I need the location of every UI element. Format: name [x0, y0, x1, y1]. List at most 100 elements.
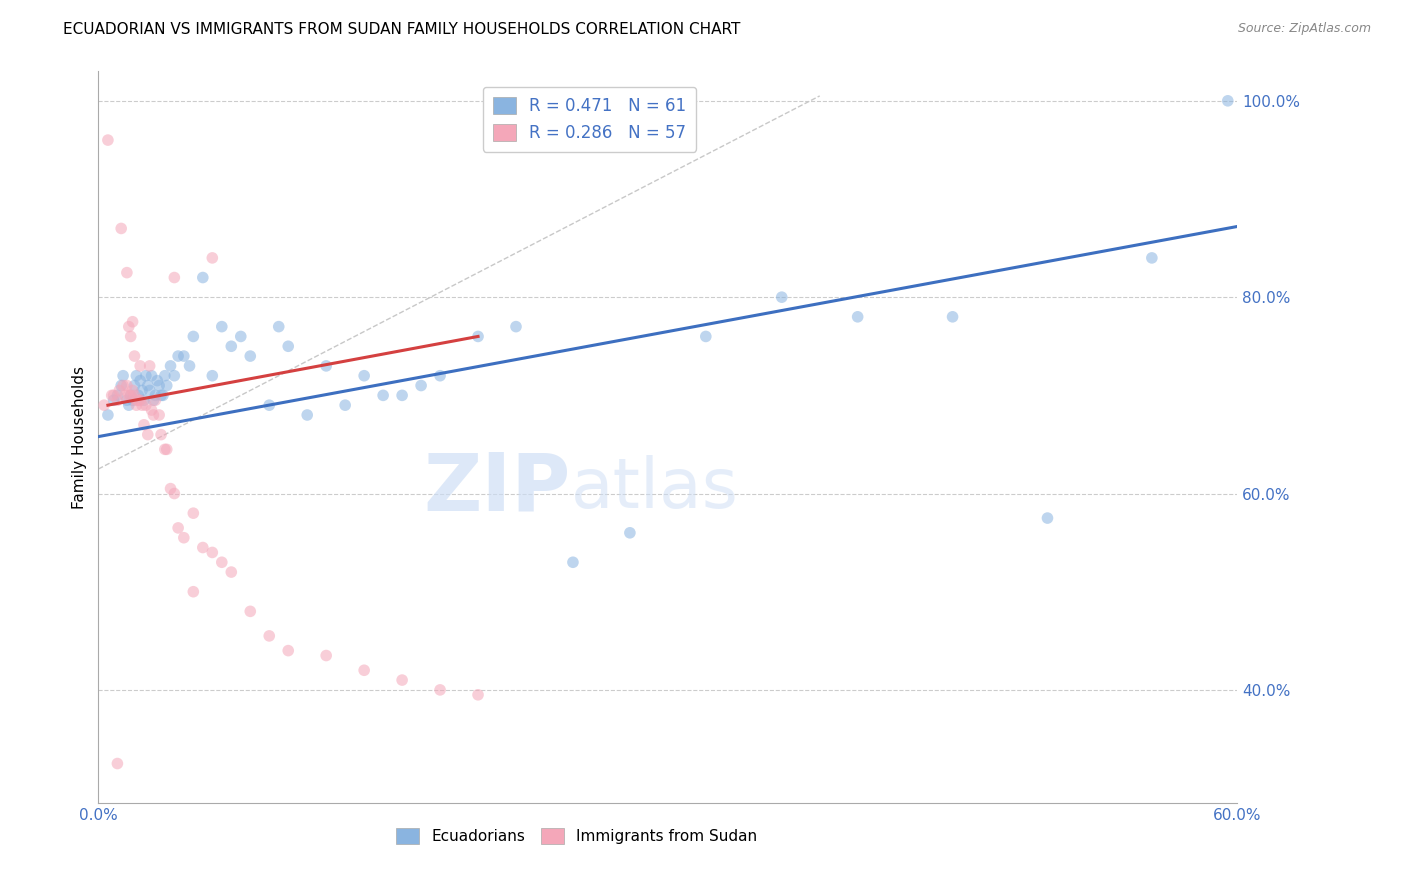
Point: [135, 398, 157, 412]
Point: [112, 378, 135, 392]
Point: [239, 604, 262, 618]
Point: [120, 388, 142, 402]
Point: [121, 384, 143, 398]
Point: [129, 359, 152, 373]
Point: [136, 427, 159, 442]
Point: [1216, 94, 1239, 108]
Point: [173, 349, 195, 363]
Point: [1140, 251, 1163, 265]
Point: [159, 482, 181, 496]
Point: [167, 349, 190, 363]
Point: [115, 378, 138, 392]
Point: [239, 349, 262, 363]
Point: [132, 417, 155, 432]
Point: [118, 388, 141, 402]
Point: [353, 368, 375, 383]
Point: [127, 393, 149, 408]
Point: [125, 398, 148, 412]
Point: [173, 531, 195, 545]
Point: [124, 378, 146, 392]
Point: [391, 673, 413, 687]
Point: [142, 408, 165, 422]
Point: [371, 388, 394, 402]
Point: [125, 393, 148, 408]
Point: [467, 329, 489, 343]
Point: [124, 349, 146, 363]
Point: [297, 408, 319, 422]
Point: [148, 408, 170, 422]
Point: [127, 388, 149, 402]
Point: [562, 555, 585, 569]
Point: [201, 251, 224, 265]
Point: [114, 388, 136, 402]
Point: [112, 368, 135, 383]
Point: [148, 378, 170, 392]
Text: Source: ZipAtlas.com: Source: ZipAtlas.com: [1237, 22, 1371, 36]
Point: [183, 329, 205, 343]
Point: [110, 378, 132, 392]
Point: [770, 290, 793, 304]
Point: [138, 359, 160, 373]
Point: [411, 378, 433, 392]
Point: [695, 329, 717, 343]
Point: [1036, 511, 1059, 525]
Point: [163, 368, 186, 383]
Point: [183, 584, 205, 599]
Point: [97, 133, 120, 147]
Point: [163, 486, 186, 500]
Point: [107, 393, 129, 408]
Text: ECUADORIAN VS IMMIGRANTS FROM SUDAN FAMILY HOUSEHOLDS CORRELATION CHART: ECUADORIAN VS IMMIGRANTS FROM SUDAN FAMI…: [63, 22, 741, 37]
Point: [103, 393, 125, 408]
Point: [211, 319, 233, 334]
Point: [315, 359, 337, 373]
Legend: Ecuadorians, Immigrants from Sudan: Ecuadorians, Immigrants from Sudan: [391, 822, 763, 850]
Point: [259, 398, 281, 412]
Point: [93, 398, 115, 412]
Point: [201, 368, 224, 383]
Point: [201, 545, 224, 559]
Point: [211, 555, 233, 569]
Point: [125, 368, 148, 383]
Y-axis label: Family Households: Family Households: [72, 366, 87, 508]
Point: [129, 393, 152, 408]
Point: [315, 648, 337, 663]
Point: [505, 319, 527, 334]
Point: [942, 310, 965, 324]
Point: [107, 388, 129, 402]
Point: [115, 266, 138, 280]
Point: [145, 388, 167, 402]
Point: [229, 329, 252, 343]
Text: atlas: atlas: [571, 455, 740, 522]
Point: [153, 368, 176, 383]
Point: [183, 506, 205, 520]
Point: [103, 388, 125, 402]
Point: [115, 393, 138, 408]
Point: [467, 688, 489, 702]
Point: [118, 319, 141, 334]
Point: [118, 398, 141, 412]
Point: [136, 378, 159, 392]
Point: [121, 393, 143, 408]
Point: [335, 398, 357, 412]
Point: [129, 374, 152, 388]
Point: [135, 368, 157, 383]
Point: [167, 521, 190, 535]
Point: [152, 388, 174, 402]
Point: [124, 388, 146, 402]
Text: ZIP: ZIP: [423, 450, 571, 527]
Point: [429, 682, 451, 697]
Point: [100, 388, 122, 402]
Point: [146, 374, 169, 388]
Point: [121, 315, 143, 329]
Point: [391, 388, 413, 402]
Point: [277, 643, 299, 657]
Point: [145, 393, 167, 408]
Point: [142, 393, 165, 408]
Point: [120, 329, 142, 343]
Point: [131, 398, 153, 412]
Point: [138, 384, 160, 398]
Point: [150, 388, 173, 402]
Point: [159, 359, 181, 373]
Point: [846, 310, 869, 324]
Point: [108, 384, 131, 398]
